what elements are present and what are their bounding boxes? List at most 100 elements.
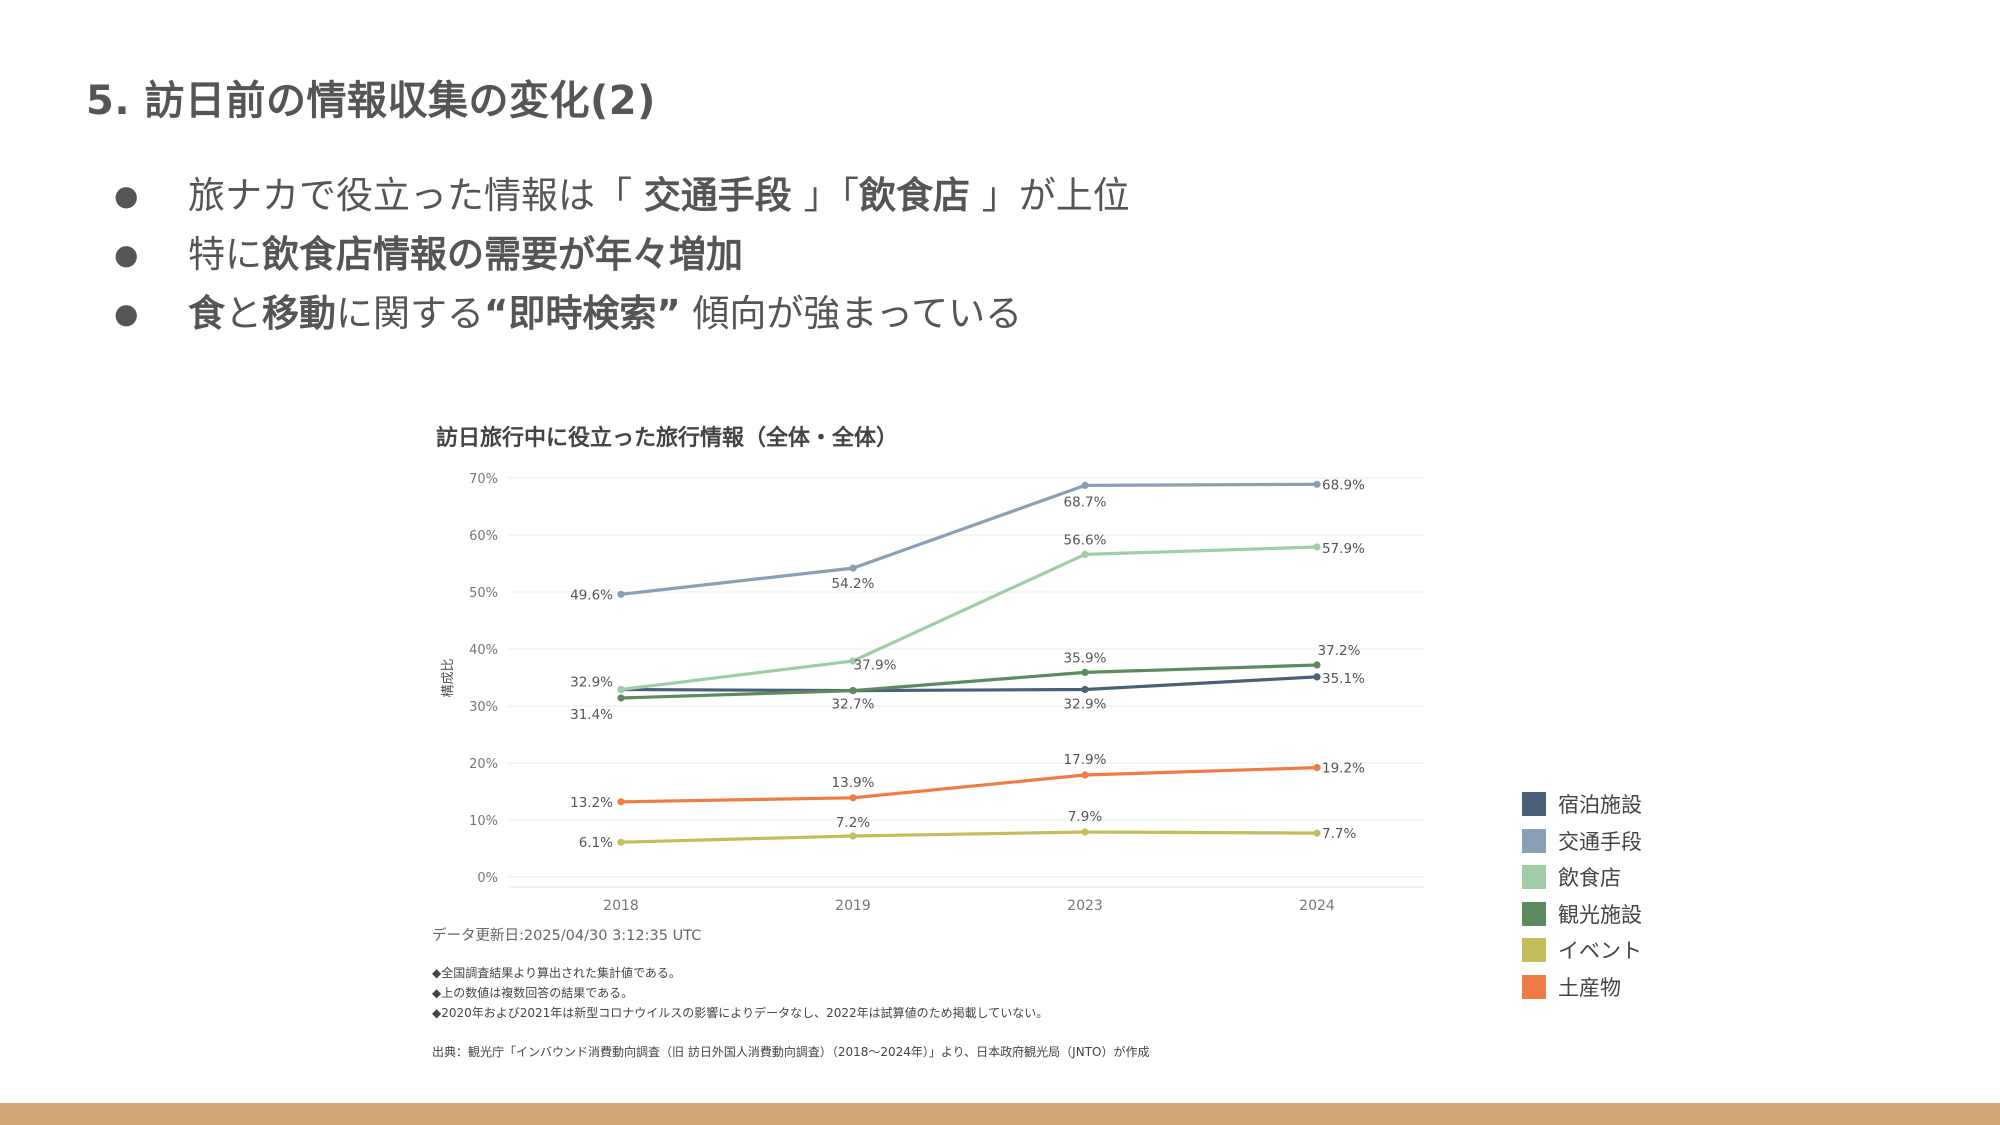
legend-swatch <box>1522 974 1546 999</box>
series-point <box>849 564 857 572</box>
series-point <box>617 694 625 702</box>
series-point <box>1313 673 1321 681</box>
data-label: 19.2% <box>1322 761 1365 777</box>
grid-lines <box>508 477 1424 888</box>
data-label: 35.1% <box>1322 671 1365 687</box>
series-point <box>617 838 625 846</box>
series-point <box>617 590 625 598</box>
series-line <box>619 765 1319 804</box>
legend-label: 宿泊施設 <box>1558 793 1642 818</box>
legend-swatch <box>1522 828 1546 853</box>
note-3: ◆2020年および2021年は新型コロナウイルスの影響によりデータなし、2022… <box>432 1006 1049 1020</box>
y-tick-label: 0% <box>477 871 498 886</box>
bullet-text: 特に <box>188 233 262 276</box>
y-tick-label: 30% <box>469 700 498 715</box>
series-point <box>1313 764 1321 772</box>
bullet-emphasis: 食 <box>188 292 225 335</box>
x-tick-label: 2018 <box>603 898 639 914</box>
bullet-dot-icon: ● <box>114 297 139 330</box>
footer-bar <box>0 1103 2000 1125</box>
data-label: 31.4% <box>570 707 613 723</box>
data-label: 56.6% <box>1064 532 1107 548</box>
legend-item: 観光施設 <box>1522 896 1642 933</box>
y-tick-label: 50% <box>469 586 498 601</box>
bullet-item: ● 食と移動に関する“即時検索” 傾向が強まっている <box>110 284 1130 343</box>
legend-label: イベント <box>1558 939 1642 964</box>
legend-label: 土産物 <box>1558 975 1621 1000</box>
legend-item: 交通手段 <box>1522 823 1642 860</box>
series-point <box>617 798 625 806</box>
data-updated: データ更新日:2025/04/30 3:12:35 UTC <box>432 928 702 944</box>
data-label: 7.7% <box>1322 826 1356 842</box>
series-point <box>849 832 857 840</box>
data-label: 37.2% <box>1318 643 1361 659</box>
bullet-text: 」が上位 <box>970 174 1130 217</box>
bullet-item: ● 特に飲食店情報の需要が年々増加 <box>110 225 1130 284</box>
bullet-text: 」「 <box>791 174 860 217</box>
note-2: ◆上の数値は複数回答の結果である。 <box>432 986 634 1000</box>
bullet-dot-icon: ● <box>114 238 139 271</box>
chart-legend: 宿泊施設交通手段飲食店観光施設イベント土産物 <box>1522 786 1642 1005</box>
series-point <box>1313 480 1321 488</box>
bullet-emphasis: 交通手段 <box>643 174 792 217</box>
series-line <box>619 482 1319 596</box>
series-point <box>1081 550 1089 559</box>
data-labels: 32.9% 32.7% 32.9% 35.1% 49.6% 54.2% 68.7% 68.9%… <box>570 477 1365 851</box>
bullet-emphasis: 移動 <box>262 292 336 335</box>
series-line <box>619 675 1319 693</box>
y-axis-label: 構成比 <box>441 658 456 697</box>
axis-ticks: 0% 10% 20% 30% 40% 50% 60% 70% 2018 2019 2023 2024 <box>469 472 1335 914</box>
data-label: 7.9% <box>1068 809 1102 825</box>
legend-swatch <box>1522 901 1546 926</box>
bullet-emphasis: 飲食店情報の需要が年々増加 <box>262 233 743 276</box>
chart-title: 訪日旅行中に役立った旅行情報（全体・全体） <box>436 426 899 451</box>
chart-source: 出典：観光庁「インバウンド消費動向調査（旧 訪日外国人消費動向調査）（2018〜… <box>432 1045 1150 1059</box>
bullet-text: と <box>225 292 262 335</box>
x-tick-label: 2019 <box>835 898 871 914</box>
bullet-text: 旅ナカで役立った情報は「 <box>188 174 644 217</box>
bullet-emphasis: 飲食店 <box>859 174 971 217</box>
bullet-emphasis: “即時検索” <box>484 292 681 335</box>
legend-item: 宿泊施設 <box>1522 786 1642 823</box>
series-point <box>849 794 857 802</box>
legend-item: 飲食店 <box>1522 859 1642 896</box>
legend-swatch <box>1522 938 1546 963</box>
bullet-dot-icon: ● <box>114 179 139 212</box>
series-point <box>1313 829 1321 837</box>
legend-item: イベント <box>1522 932 1642 969</box>
bullet-item: ● 旅ナカで役立った情報は「 交通手段 」「飲食店 」が上位 <box>110 166 1130 225</box>
series-point <box>849 657 857 665</box>
data-label: 32.9% <box>1064 697 1107 713</box>
legend-label: 飲食店 <box>1558 866 1621 891</box>
y-tick-label: 60% <box>469 529 498 544</box>
y-tick-label: 20% <box>469 757 498 772</box>
data-label: 49.6% <box>570 587 613 603</box>
x-tick-label: 2023 <box>1067 898 1103 914</box>
data-label: 6.1% <box>579 835 613 851</box>
data-label: 7.2% <box>836 815 870 831</box>
series-point <box>849 687 857 695</box>
legend-label: 観光施設 <box>1558 902 1642 927</box>
legend-item: 土産物 <box>1522 969 1642 1006</box>
bullet-text: 傾向が強まっている <box>680 292 1023 335</box>
data-label: 68.9% <box>1322 477 1365 493</box>
data-label: 32.9% <box>570 675 613 691</box>
series-lines <box>617 480 1321 846</box>
series-point <box>1081 668 1089 677</box>
series-line <box>619 545 1319 692</box>
data-label: 32.7% <box>832 697 875 713</box>
y-tick-label: 10% <box>469 814 498 829</box>
series-point <box>1081 771 1089 779</box>
slide-title: 5. 訪日前の情報収集の変化(2) <box>86 78 656 124</box>
chart-notes: データ更新日:2025/04/30 3:12:35 UTC ◆全国調査結果より算… <box>432 924 1149 1060</box>
data-label: 13.2% <box>570 795 613 811</box>
note-1: ◆全国調査結果より算出された集計値である。 <box>432 966 681 980</box>
data-label: 57.9% <box>1322 541 1365 557</box>
legend-swatch <box>1522 865 1546 890</box>
data-label: 17.9% <box>1064 752 1107 768</box>
series-line <box>619 663 1319 700</box>
data-label: 68.7% <box>1064 494 1107 510</box>
series-point <box>1081 685 1089 694</box>
legend-swatch <box>1522 792 1546 817</box>
